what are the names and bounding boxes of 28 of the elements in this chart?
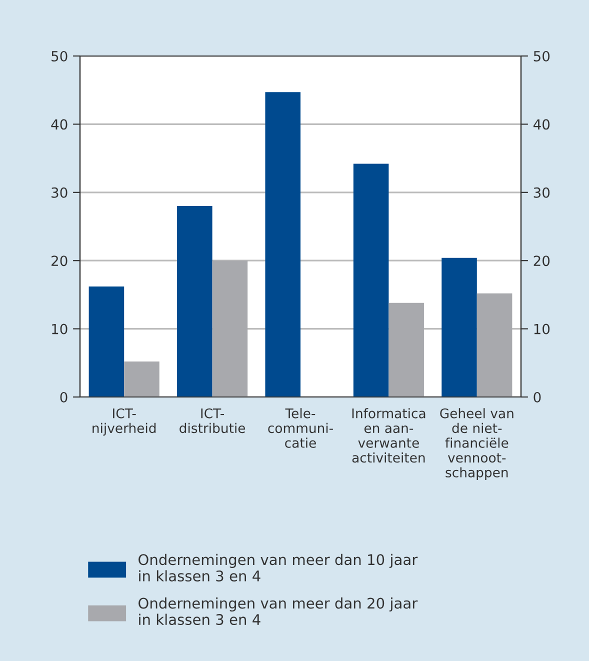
x-tick-label: Geheel van de niet- financiële vennoot- schappen	[440, 408, 514, 480]
bar	[388, 302, 424, 397]
y2-tick-label: 40	[533, 119, 550, 130]
bar	[124, 362, 160, 397]
y-tick-label: 40	[51, 119, 68, 130]
legend-label: Ondernemingen van meer dan 20 jaar in klassen 3 en 4	[138, 597, 418, 626]
y2-tick-label: 20	[534, 256, 550, 266]
x-tick-label: ICT- nijverheid	[92, 408, 156, 436]
x-tick-label: Informatica en aan- verwante activiteiten	[352, 408, 426, 463]
y2-tick-label: 10	[534, 324, 550, 334]
x-tick-label: ICT- distributie	[180, 408, 246, 434]
bar	[353, 164, 389, 397]
y-tick-label: 50	[52, 50, 68, 62]
bar	[476, 293, 512, 397]
y2-tick-label: 50	[534, 50, 550, 62]
y2-tick-label: 30	[534, 187, 550, 198]
y-tick-label: 20	[52, 256, 68, 266]
legend-label: Ondernemingen van meer dan 10 jaar in klassen 3 en 4	[138, 554, 418, 582]
bar	[265, 92, 300, 397]
y-tick-label: 0	[60, 392, 68, 402]
y-tick-label: 30	[52, 187, 68, 198]
bar	[177, 206, 212, 397]
bar	[212, 260, 248, 397]
x-tick-label: Tele- communi- catie	[268, 408, 333, 448]
y2-tick-label: 0	[534, 392, 541, 402]
y-tick-label: 10	[52, 324, 68, 334]
bar	[442, 258, 477, 397]
bar	[88, 286, 124, 397]
